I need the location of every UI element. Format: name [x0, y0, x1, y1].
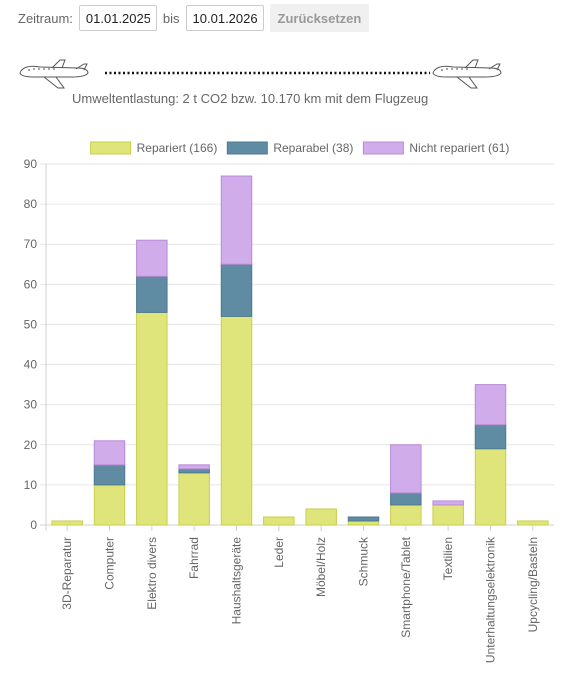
reset-button[interactable]: Zurücksetzen: [269, 4, 370, 32]
legend-swatch: [362, 141, 404, 155]
x-tick-label: Haushaltsgeräte: [230, 537, 244, 625]
bar: [93, 440, 126, 466]
bar: [474, 424, 507, 450]
x-tick-label: Upcycling/Basteln: [526, 537, 540, 632]
bar: [93, 484, 126, 526]
bar: [347, 516, 380, 522]
bar: [390, 444, 422, 494]
legend-swatch: [90, 141, 132, 155]
x-tick-label: Textilien: [441, 537, 455, 580]
bar: [390, 492, 422, 506]
y-tick-label: 60: [24, 277, 38, 291]
bar: [136, 239, 168, 277]
environmental-impact: Umweltentlastung: 2 t CO2 bzw. 10.170 km…: [0, 56, 568, 111]
bar: [305, 508, 337, 526]
bar: [220, 315, 253, 526]
legend-label: Repariert (166): [137, 141, 218, 155]
date-filter: Zeitraum: bis Zurücksetzen: [18, 3, 370, 33]
bar: [136, 311, 168, 526]
legend-swatch: [226, 141, 268, 155]
impact-text: Umweltentlastung: 2 t CO2 bzw. 10.170 km…: [72, 91, 429, 106]
bar: [220, 175, 253, 265]
y-tick-label: 90: [24, 157, 38, 171]
y-tick-label: 70: [24, 237, 38, 251]
y-tick-label: 30: [24, 398, 38, 412]
bar: [432, 500, 464, 506]
bar: [220, 263, 253, 317]
bar: [178, 468, 210, 474]
x-tick-label: Fahrrad: [187, 537, 201, 579]
airplane-icon: [432, 59, 502, 89]
y-tick-label: 50: [24, 317, 38, 331]
bar: [263, 516, 295, 526]
x-tick-label: Computer: [103, 537, 117, 590]
bar: [51, 520, 83, 526]
y-tick-label: 0: [30, 518, 37, 532]
date-from-input[interactable]: [78, 5, 157, 31]
flight-graphic: [19, 59, 502, 89]
x-tick-label: Möbel/Holz: [314, 537, 328, 597]
y-tick-label: 80: [24, 197, 38, 211]
x-tick-label: Smartphone/Tablet: [399, 536, 413, 637]
bar: [517, 520, 549, 526]
repairs-chart: 0 10 20 30 40 50 60 70 80 90 3D-Reparatur Computer E…: [24, 141, 554, 663]
bar: [432, 504, 464, 526]
date-to-input[interactable]: [185, 5, 264, 31]
x-tick-label: Unterhaltungselektronik: [484, 536, 498, 663]
bar: [178, 472, 210, 526]
legend-label: Nicht repariert (61): [409, 141, 509, 155]
period-separator: bis: [162, 10, 180, 26]
y-tick-label: 20: [24, 438, 38, 452]
x-tick-label: Schmuck: [357, 536, 371, 586]
y-tick-label: 40: [24, 358, 38, 372]
legend-label: Reparabel (38): [273, 141, 353, 155]
x-tick-label: 3D-Reparatur: [60, 537, 74, 610]
bar: [93, 464, 126, 486]
bar: [474, 448, 507, 526]
bar: [178, 464, 210, 470]
bar: [390, 504, 422, 526]
bar: [136, 275, 168, 313]
y-tick-label: 10: [24, 478, 38, 492]
airplane-icon: [19, 59, 89, 89]
bar: [474, 384, 507, 426]
bar: [347, 520, 380, 526]
x-tick-label: Elektro divers: [145, 537, 159, 610]
x-tick-label: Leder: [272, 537, 286, 568]
period-label: Zeitraum:: [18, 10, 73, 26]
